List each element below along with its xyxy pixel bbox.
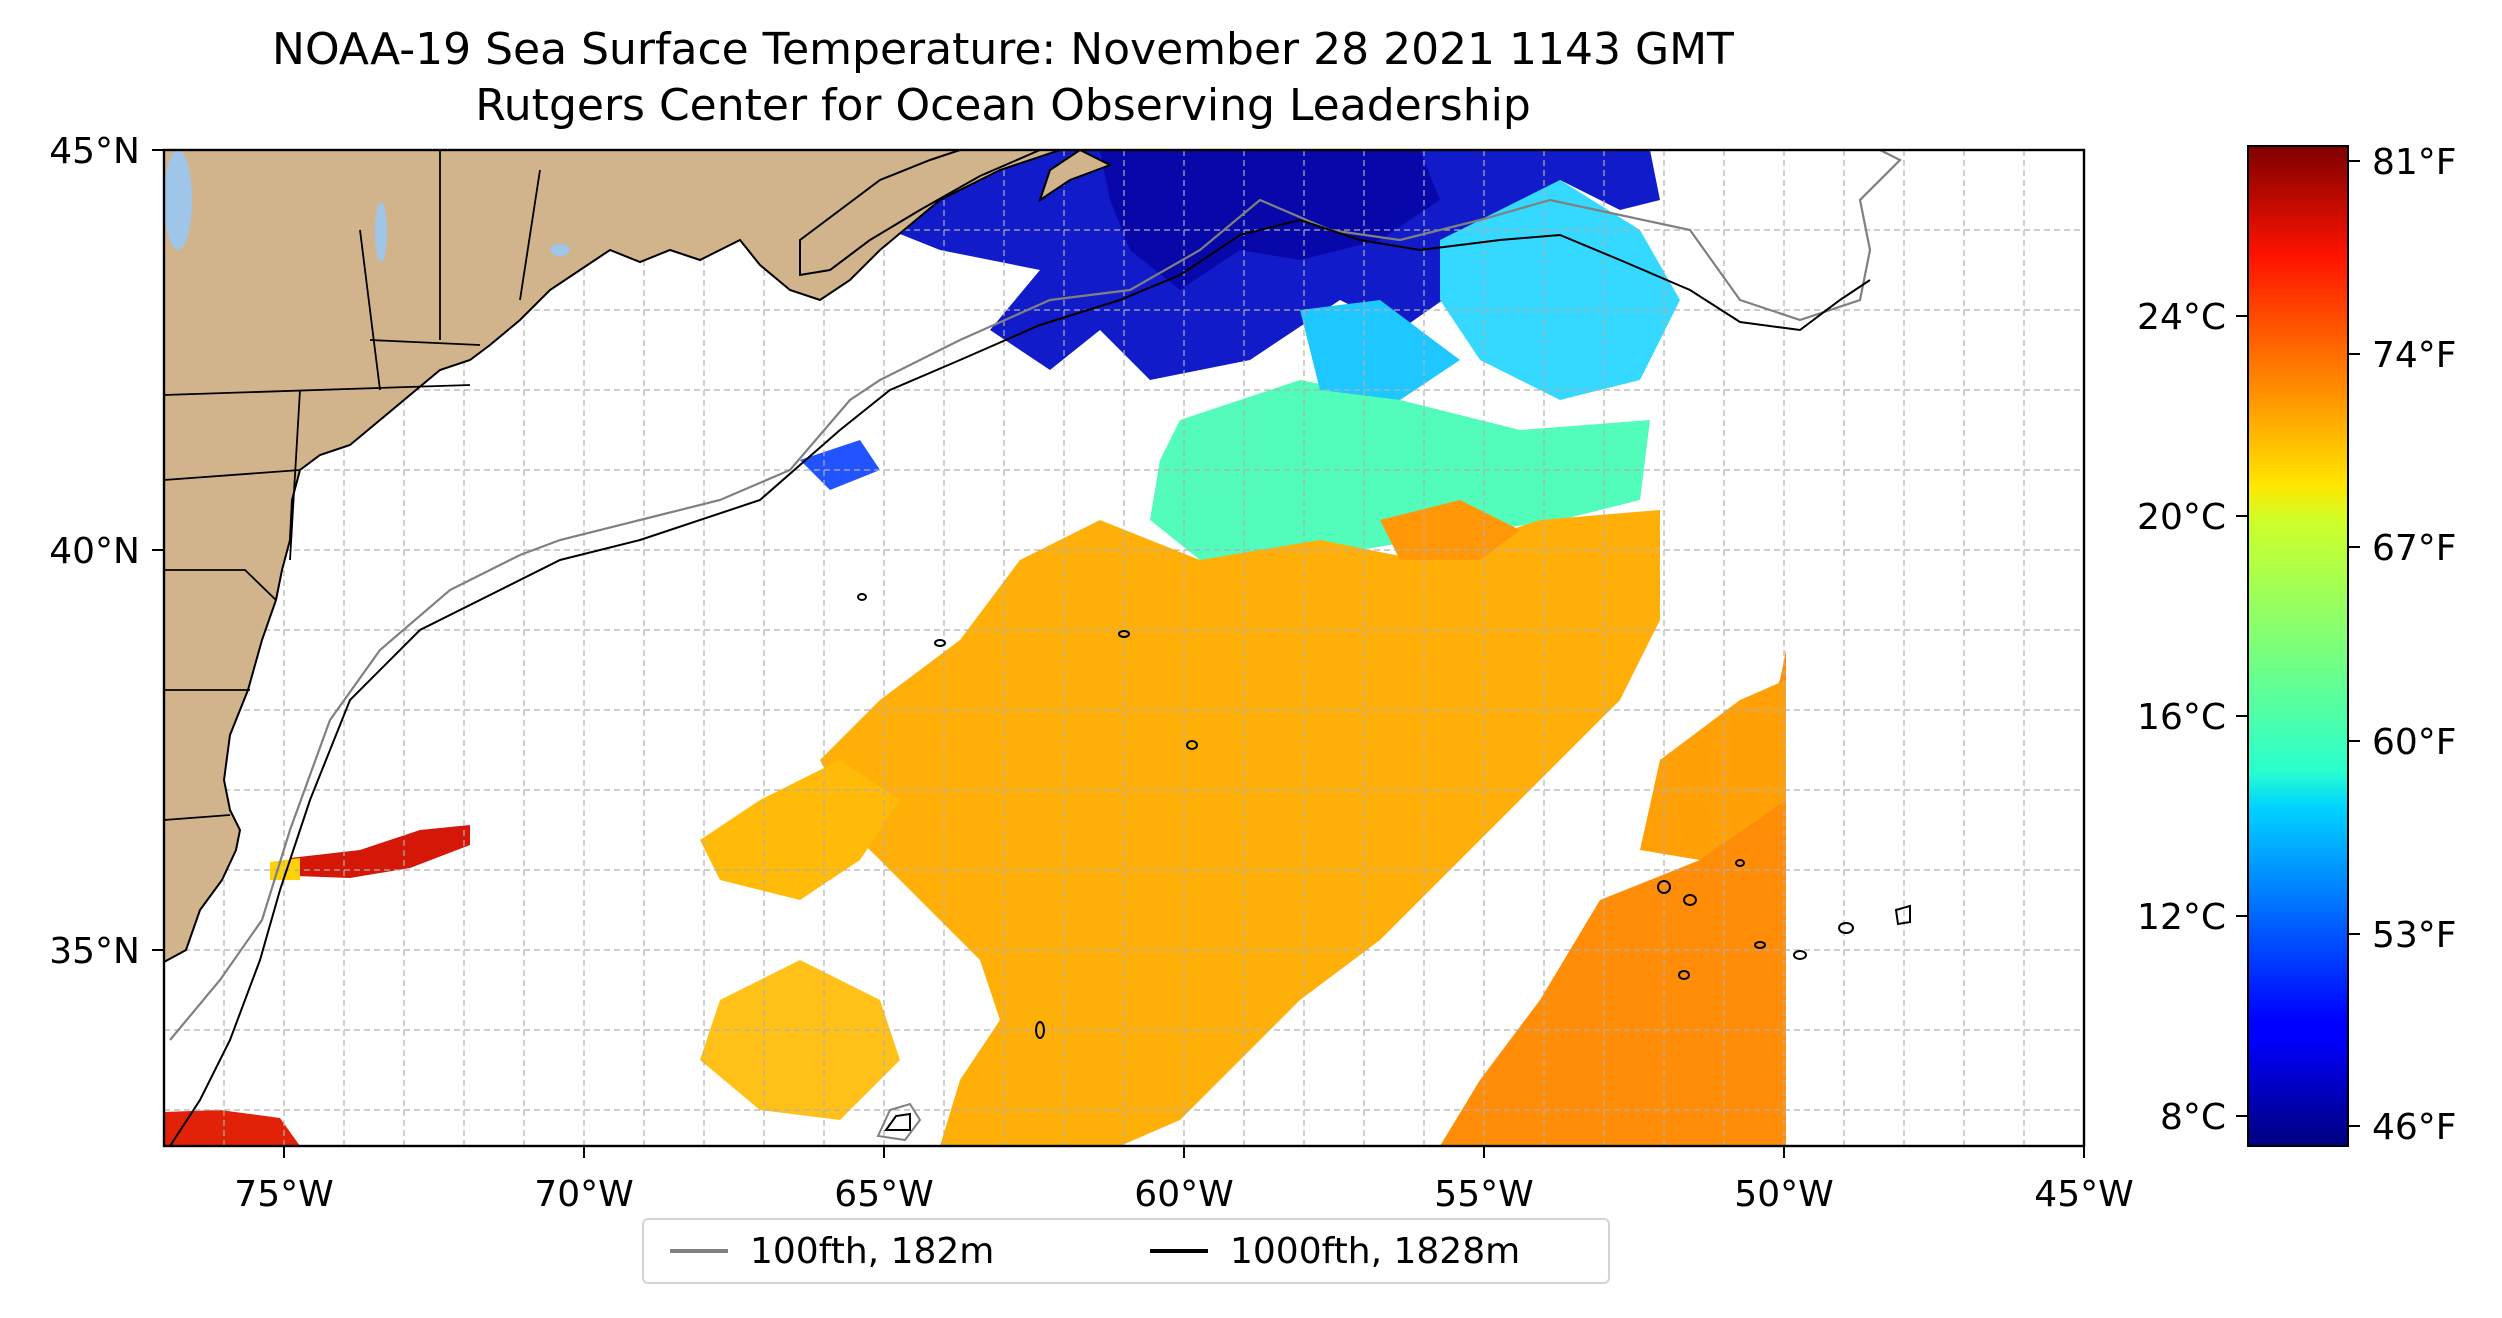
land-cape-breton [1038, 150, 1113, 203]
colorbar-celsius-label: 24°C [2137, 297, 2226, 338]
sst-region-eastern-sargasso-upper [1640, 680, 1786, 860]
colorbar-fahrenheit-label: 53°F [2372, 915, 2457, 956]
state-borders [164, 150, 541, 821]
sst-region-hatteras-fringe [270, 858, 300, 880]
seamount-11 [1838, 922, 1854, 934]
lat-tick-label: 45°N [49, 131, 140, 172]
legend-line-gray [670, 1249, 728, 1253]
lon-tick-label: 75°W [234, 1174, 333, 1215]
colorbar-fahrenheit-label: 46°F [2372, 1107, 2457, 1148]
seamount-13 [1035, 1021, 1045, 1039]
seamount-5 [1657, 880, 1671, 894]
colorbar-fahrenheit-label: 74°F [2372, 335, 2457, 376]
sst-region-slope-cyan [1300, 300, 1460, 400]
isobath-100fth [169, 150, 1902, 1041]
colorbar-celsius-ticks [2236, 315, 2248, 1117]
map-ticks [152, 149, 2085, 1158]
seamount-7 [1735, 859, 1745, 867]
map-plot-area [152, 148, 2086, 1158]
map-subtitle: Rutgers Center for Ocean Observing Leade… [475, 80, 1531, 131]
sst-region-dark-cold [1100, 150, 1440, 290]
latitude-axis: 45°N 40°N 35°N [49, 131, 140, 972]
map-frame [162, 148, 2086, 1148]
map-gridlines [164, 150, 2084, 1146]
legend-label: 1000fth, 1828m [1230, 1230, 1521, 1272]
legend-item-100fth: 100fth, 182m [670, 1220, 994, 1282]
colorbar-celsius-label: 12°C [2137, 897, 2226, 938]
sst-region-georges-bank-cold [800, 440, 880, 490]
sst-region-sargasso-southwest [700, 960, 900, 1120]
colorbar: 8°C 12°C 16°C 20°C 24°C 46°F 53°F 60°F 6… [2137, 142, 2456, 1148]
sst-region-southwest-corner [164, 1110, 300, 1146]
sst-data-layer [164, 150, 1786, 1146]
longitude-axis: 75°W 70°W 65°W 60°W 55°W 50°W 45°W [234, 1174, 2133, 1215]
seamount-2 [934, 639, 946, 647]
isobath-1000fth [169, 218, 1871, 1146]
lon-tick-label: 70°W [534, 1174, 633, 1215]
lake-champlain [375, 202, 387, 262]
colorbar-fahrenheit-label: 67°F [2372, 528, 2457, 569]
seamount-bermuda-ring-inner [884, 1112, 911, 1131]
seamount-12 [1894, 904, 1911, 926]
isobath-legend: 100fth, 182m 1000fth, 1828m [642, 1218, 1610, 1284]
sst-region-eastern-sargasso [1440, 650, 1786, 1146]
sst-region-sargasso-west [700, 760, 900, 900]
legend-label: 100fth, 182m [750, 1230, 995, 1272]
lon-tick-label: 50°W [1734, 1174, 1833, 1215]
seamount-1 [857, 593, 867, 601]
lon-tick-label: 60°W [1134, 1174, 1233, 1215]
lake-moosehead [550, 244, 570, 256]
sst-region-hatteras-filament [290, 825, 470, 878]
colorbar-celsius-label: 20°C [2137, 497, 2226, 538]
colorbar-celsius-label: 16°C [2137, 697, 2226, 738]
colorbar-fahrenheit-label: 60°F [2372, 722, 2457, 763]
map-title: NOAA-19 Sea Surface Temperature: Novembe… [272, 24, 1734, 75]
seamount-9 [1754, 941, 1766, 949]
seamount-bermuda-ring-outer [876, 1102, 922, 1142]
seamount-6 [1683, 894, 1697, 906]
sst-region-scotian-shelf [890, 150, 1660, 380]
land-nova-scotia [799, 150, 1041, 277]
colorbar-fahrenheit-label: 81°F [2372, 142, 2457, 183]
colorbar-fahrenheit-ticks [2348, 160, 2360, 1127]
legend-line-black [1150, 1249, 1208, 1253]
seamount-4 [1186, 740, 1198, 750]
seamount-10 [1793, 950, 1807, 960]
lat-tick-label: 40°N [49, 531, 140, 572]
seamount-3 [1118, 630, 1130, 638]
lon-tick-label: 45°W [2034, 1174, 2133, 1215]
lon-tick-label: 55°W [1434, 1174, 1533, 1215]
seamount-8 [1678, 970, 1690, 980]
sst-region-slope-sea [1440, 180, 1680, 400]
lake-ontario-edge [164, 150, 192, 250]
sst-region-warm-core-north [1380, 500, 1520, 560]
lat-tick-label: 35°N [49, 931, 140, 972]
land-north-america [164, 150, 1061, 964]
sst-region-gulf-stream [820, 510, 1660, 1146]
lon-tick-label: 65°W [834, 1174, 933, 1215]
colorbar-gradient [2247, 145, 2349, 1147]
colorbar-celsius-label: 8°C [2160, 1097, 2226, 1138]
isobaths [169, 150, 1911, 1146]
land-layer [164, 150, 1113, 964]
legend-item-1000fth: 1000fth, 1828m [1150, 1220, 1520, 1282]
